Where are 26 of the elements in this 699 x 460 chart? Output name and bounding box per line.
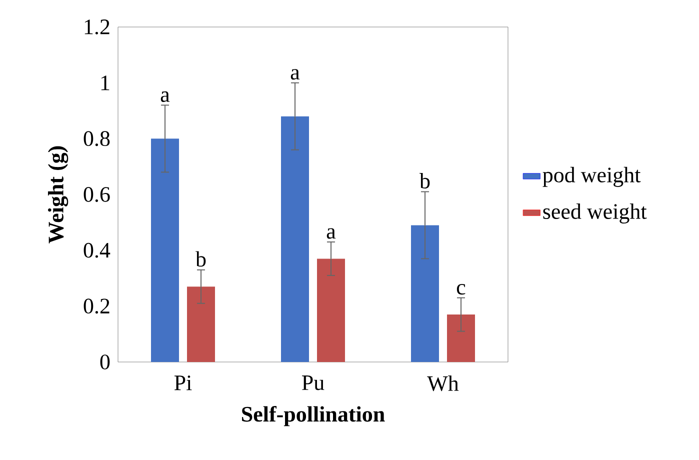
y-tick-label: 0.2 [84,298,110,314]
y-tick-label: 0.8 [84,131,110,146]
y-tick-label: 0.6 [84,187,110,202]
y-tick-label: 0 [100,354,110,370]
x-tick-label: Pi [174,376,192,390]
bar [411,225,439,362]
data-label: b [196,251,206,267]
bar [281,116,309,362]
x-tick-label: Wh [427,376,459,392]
y-tick-label: 0.4 [84,242,110,258]
y-axis-title: Weight (g) [48,146,68,244]
y-tick-label: 1 [101,76,110,90]
x-axis-title: Self-pollination [242,406,385,426]
data-label: a [326,228,336,239]
legend-label: pod weight [542,166,641,187]
data-label: a [290,69,300,80]
data-label: a [160,91,170,102]
bar [151,138,180,362]
bar [317,258,345,362]
bar [187,286,215,362]
y-tick-label: 1.2 [84,20,110,34]
data-label: b [419,173,430,189]
x-tick-label: Pu [302,376,324,390]
legend-label: seed weight [543,203,647,224]
data-label: c [456,284,466,295]
bar [446,314,475,362]
